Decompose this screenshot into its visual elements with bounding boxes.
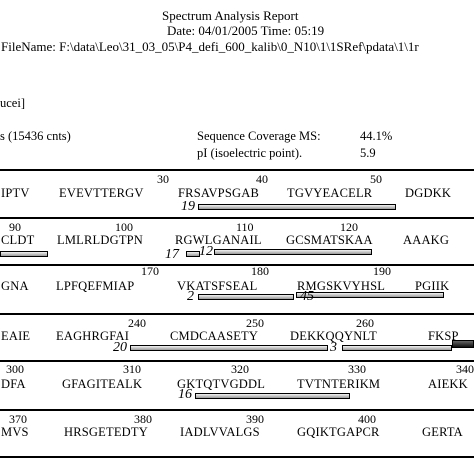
sequence-segment: EAIE xyxy=(1,329,31,343)
position-number: 170 xyxy=(141,264,159,278)
report-date-time: Date: 04/01/2005 Time: 05:19 xyxy=(167,23,325,38)
sequence-segment: VKATSFSEAL xyxy=(177,279,258,293)
report-filename: FileName: F:\data\Leo\31_03_05\P4_defi_6… xyxy=(1,39,419,54)
row-divider xyxy=(0,360,474,362)
sequence-segment: CLDT xyxy=(1,233,35,247)
pi-label: pI (isoelectric point). xyxy=(197,146,303,160)
sequence-segment: IADLVVALGS xyxy=(180,425,260,439)
position-number: 90 xyxy=(9,220,21,234)
sequence-segment: FRSAVPSGAB xyxy=(178,186,259,200)
sequence-segment: EVEVTTERGV xyxy=(59,186,144,200)
sequence-segment: RMGSKVYHSL xyxy=(297,279,386,293)
peptide-coverage-bar xyxy=(195,393,350,399)
row-divider xyxy=(0,456,474,458)
sequence-segment: IPTV xyxy=(1,186,30,200)
peptide-label: 19 xyxy=(181,199,195,214)
row-divider xyxy=(0,169,474,171)
sequence-segment: DEKKQQYNLT xyxy=(290,329,377,343)
sequence-segment: LMLRLDGTPN xyxy=(57,233,144,247)
peptide-coverage-bar xyxy=(342,345,452,351)
protein-name-fragment: ucei] xyxy=(0,96,25,110)
peptide-label: 2 xyxy=(187,289,194,304)
position-number: 380 xyxy=(134,412,152,426)
position-number: 240 xyxy=(128,316,146,330)
sequence-segment: FKSP xyxy=(428,329,459,343)
row-divider xyxy=(0,409,474,411)
position-number: 300 xyxy=(6,362,24,376)
row-divider xyxy=(0,217,474,219)
peptide-coverage-bar xyxy=(296,292,444,298)
sequence-segment: TGVYEACELR xyxy=(287,186,373,200)
sequence-segment: GKTQTVGDDL xyxy=(177,377,266,391)
position-number: 320 xyxy=(231,362,249,376)
peptide-label: 3 xyxy=(330,340,337,355)
position-number: 120 xyxy=(340,220,358,234)
peptide-label: 16 xyxy=(178,387,192,402)
position-number: 100 xyxy=(115,220,133,234)
peptide-label: 12 xyxy=(199,244,213,259)
sequence-segment: AIEKK xyxy=(428,377,468,391)
peptide-coverage-bar xyxy=(186,251,200,257)
coverage-label: Sequence Coverage MS: xyxy=(197,129,321,143)
sequence-segment: MVS xyxy=(1,425,29,439)
position-number: 180 xyxy=(251,264,269,278)
row-divider xyxy=(0,264,474,266)
peptide-coverage-bar xyxy=(130,345,328,351)
peptide-label: 45 xyxy=(300,289,314,304)
report-title: Spectrum Analysis Report xyxy=(162,8,299,23)
sequence-segment: HRSGETEDTY xyxy=(64,425,148,439)
position-number: 400 xyxy=(358,412,376,426)
peptide-coverage-bar xyxy=(452,340,474,348)
position-number: 190 xyxy=(373,264,391,278)
sequence-segment: GERTA xyxy=(422,425,463,439)
peptide-label: 20 xyxy=(113,340,127,355)
sequence-segment: PGIIK xyxy=(415,279,450,293)
sequence-segment: GCSMATSKAA xyxy=(286,233,373,247)
position-number: 260 xyxy=(356,316,374,330)
sequence-segment: LPFQEFMIAP xyxy=(56,279,135,293)
position-number: 110 xyxy=(236,220,254,234)
sequence-segment: DFA xyxy=(1,377,26,391)
peptide-coverage-bar xyxy=(198,204,396,210)
position-number: 310 xyxy=(123,362,141,376)
position-number: 370 xyxy=(9,412,27,426)
pi-value: 5.9 xyxy=(360,146,376,160)
sequence-segment: AAAKG xyxy=(403,233,450,247)
position-number: 50 xyxy=(370,172,382,186)
position-number: 340 xyxy=(456,362,474,376)
sequence-segment: EAGHRGFAI xyxy=(56,329,130,343)
position-number: 40 xyxy=(256,172,268,186)
sequence-segment: TVTNTERIKM xyxy=(297,377,381,391)
sequence-segment: DGDKK xyxy=(405,186,452,200)
position-number: 390 xyxy=(246,412,264,426)
peptide-coverage-bar xyxy=(214,249,372,255)
sequence-segment: GQIKTGAPCR xyxy=(297,425,380,439)
sequence-segment: CMDCAASETY xyxy=(170,329,259,343)
sequence-segment: RGWLGANAIL xyxy=(175,233,262,247)
counts-fragment: s (15436 cnts) xyxy=(0,129,71,143)
sequence-segment: GFAGITEALK xyxy=(62,377,143,391)
coverage-value: 44.1% xyxy=(360,129,393,143)
peptide-label: 17 xyxy=(165,247,179,262)
position-number: 330 xyxy=(348,362,366,376)
row-divider xyxy=(0,313,474,315)
position-number: 250 xyxy=(246,316,264,330)
position-number: 30 xyxy=(157,172,169,186)
peptide-coverage-bar xyxy=(198,294,294,300)
sequence-segment: GNA xyxy=(1,279,29,293)
peptide-coverage-bar xyxy=(0,251,48,257)
